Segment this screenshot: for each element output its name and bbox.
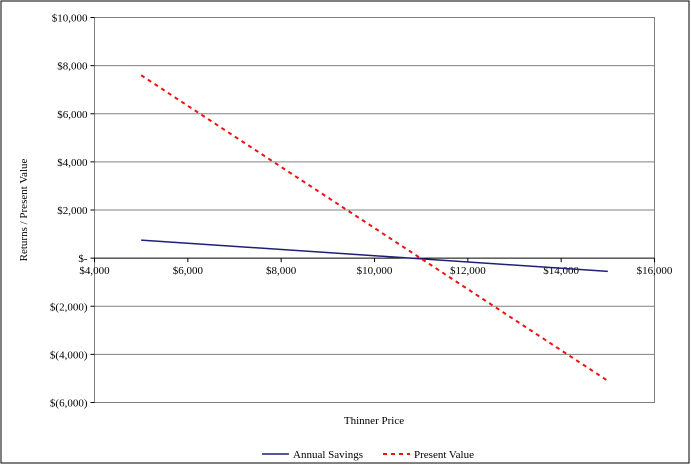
x-axis-title: Thinner Price — [344, 415, 404, 427]
y-tick-label: $10,000 — [52, 13, 88, 25]
series-lines — [140, 74, 609, 382]
y-axis-ticks: $10,000 $8,000 $6,000 $4,000 $2,000 $- $(2,000… — [50, 13, 95, 410]
x-tick-label: $4,000 — [79, 265, 110, 277]
x-tick-label: $10,000 — [357, 265, 393, 277]
y-tick-label: $8,000 — [57, 61, 88, 73]
y-tick-label: $2,000 — [57, 205, 88, 217]
x-axis-ticks: $4,000 $6,000 $8,000 $10,000 $12,000 $14,000 $… — [79, 258, 673, 277]
gridlines — [94, 65, 655, 355]
series-line-1 — [141, 239, 608, 273]
legend: Annual Savings Present Value — [262, 449, 474, 461]
legend-label-1: Annual Savings — [293, 449, 363, 461]
y-axis-title: Returns / Present Value — [18, 159, 30, 262]
y-tick-label: $6,000 — [57, 109, 88, 121]
x-tick-label: $12,000 — [450, 265, 486, 277]
y-tick-label: $(4,000) — [50, 349, 88, 361]
x-tick-label: $16,000 — [637, 265, 673, 277]
y-tick-label: $4,000 — [57, 157, 88, 169]
y-tick-label: $- — [78, 253, 88, 265]
x-tick-label: $6,000 — [173, 265, 204, 277]
x-tick-label: $8,000 — [266, 265, 297, 277]
y-tick-label: $(6,000) — [50, 398, 88, 410]
y-tick-label: $(2,000) — [50, 301, 88, 313]
series-line-2 — [140, 74, 609, 382]
legend-label-2: Present Value — [414, 449, 474, 461]
